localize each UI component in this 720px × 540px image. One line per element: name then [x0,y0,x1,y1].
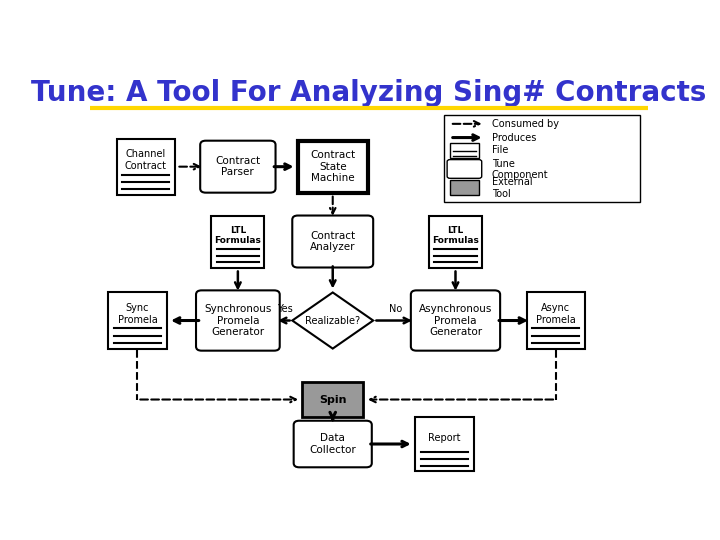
FancyBboxPatch shape [444,114,639,202]
FancyBboxPatch shape [292,215,373,267]
Text: LTL
Formulas: LTL Formulas [215,226,261,245]
Text: Async
Promela: Async Promela [536,303,576,325]
FancyBboxPatch shape [108,293,167,349]
Text: Contract
State
Machine: Contract State Machine [310,150,355,183]
Text: Asynchronous
Promela
Generator: Asynchronous Promela Generator [419,304,492,337]
FancyBboxPatch shape [200,141,276,193]
Text: Tune
Component: Tune Component [492,159,549,180]
FancyBboxPatch shape [212,215,264,267]
FancyBboxPatch shape [450,143,479,158]
FancyBboxPatch shape [526,293,585,349]
FancyBboxPatch shape [450,180,479,194]
Text: Channel
Contract: Channel Contract [125,149,167,171]
FancyBboxPatch shape [302,382,364,416]
FancyBboxPatch shape [447,160,482,178]
Text: Data
Collector: Data Collector [310,433,356,455]
Text: Yes: Yes [277,304,293,314]
Text: No: No [389,304,402,314]
Text: Produces: Produces [492,132,536,143]
FancyBboxPatch shape [411,291,500,350]
Text: Synchronous
Promela
Generator: Synchronous Promela Generator [204,304,271,337]
Text: Spin: Spin [319,395,346,404]
Text: File: File [492,145,508,156]
Text: Sync
Promela: Sync Promela [117,303,157,325]
Text: Tune: A Tool For Analyzing Sing# Contracts: Tune: A Tool For Analyzing Sing# Contrac… [31,79,707,107]
FancyBboxPatch shape [117,139,175,195]
Text: Contract
Analyzer: Contract Analyzer [310,231,356,252]
Text: Contract
Parser: Contract Parser [215,156,261,178]
Text: Consumed by: Consumed by [492,119,559,129]
Text: LTL
Formulas: LTL Formulas [432,226,479,245]
FancyBboxPatch shape [429,215,482,267]
FancyBboxPatch shape [415,417,474,471]
Text: Report: Report [428,433,461,442]
Polygon shape [292,293,373,349]
Text: External
Tool: External Tool [492,177,532,199]
Text: Realizable?: Realizable? [305,315,360,326]
FancyBboxPatch shape [196,291,279,350]
FancyBboxPatch shape [294,421,372,467]
FancyBboxPatch shape [298,141,368,193]
